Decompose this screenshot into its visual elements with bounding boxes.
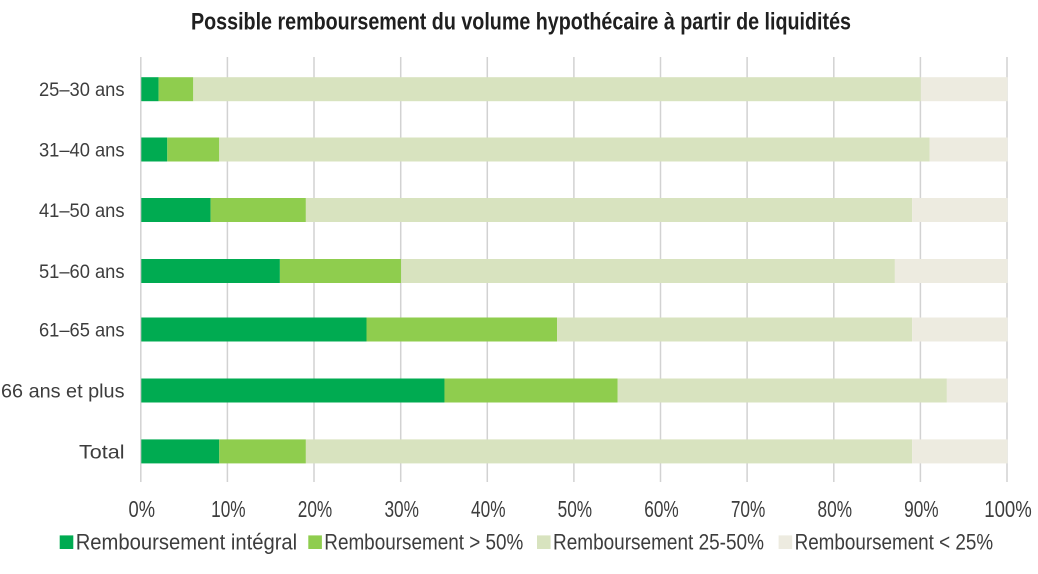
svg-text:31–40 ans: 31–40 ans [39,140,125,162]
svg-text:61–65 ans: 61–65 ans [39,320,125,342]
svg-text:40%: 40% [471,496,506,522]
svg-text:10%: 10% [211,496,246,522]
svg-text:Remboursement < 25%: Remboursement < 25% [795,529,994,554]
svg-text:20%: 20% [298,496,333,522]
svg-text:Possible remboursement du volu: Possible remboursement du volume hypothé… [191,9,851,36]
svg-text:Total: Total [79,441,125,463]
svg-text:25–30 ans: 25–30 ans [39,79,125,101]
svg-text:Remboursement intégral: Remboursement intégral [76,529,298,554]
svg-text:0%: 0% [129,496,156,522]
svg-text:100%: 100% [984,496,1032,522]
svg-text:70%: 70% [731,496,766,522]
svg-text:50%: 50% [558,496,593,522]
svg-text:66 ans et plus: 66 ans et plus [1,381,125,403]
svg-text:80%: 80% [818,496,853,522]
svg-text:Remboursement 25-50%: Remboursement 25-50% [553,529,764,554]
svg-text:Remboursement > 50%: Remboursement > 50% [324,529,523,554]
svg-text:30%: 30% [384,496,419,522]
svg-text:60%: 60% [644,496,679,522]
svg-text:90%: 90% [904,496,939,522]
svg-text:51–60 ans: 51–60 ans [39,261,125,283]
svg-text:41–50 ans: 41–50 ans [39,200,125,222]
